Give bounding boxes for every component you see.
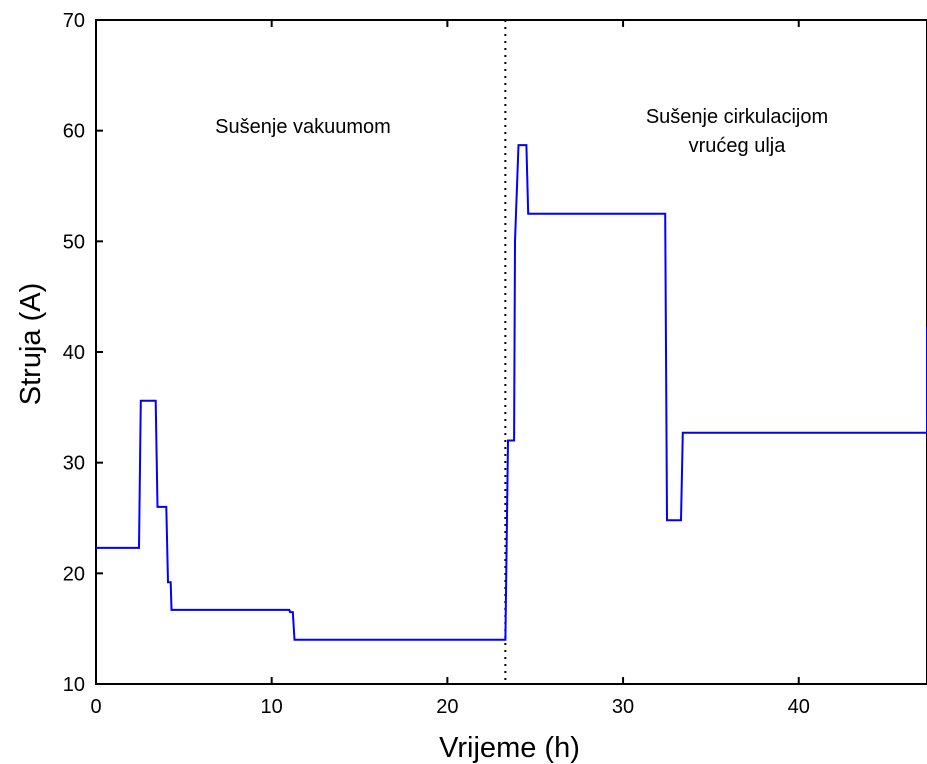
current-series-line	[96, 144, 927, 641]
x-tick-label: 30	[612, 696, 634, 718]
y-axis-title: Struja (A)	[15, 283, 47, 405]
y-tick-label: 60	[63, 121, 85, 143]
y-tick-label: 20	[63, 563, 85, 585]
axis-ticks	[95, 19, 800, 685]
annotation-line: Sušenje vakuumom	[215, 116, 391, 138]
annotation-line: Sušenje cirkulacijom	[646, 106, 828, 128]
y-tick-label: 70	[63, 10, 85, 32]
y-tick-label: 50	[63, 231, 85, 253]
annotation-vacuum-drying: Sušenje vakuumom	[215, 116, 391, 138]
annotation-hot-oil-drying: Sušenje cirkulacijom vrućeg ulja	[646, 106, 828, 157]
x-tick-label: 0	[90, 696, 101, 718]
x-tick-label: 40	[788, 696, 810, 718]
x-tick-label: 10	[261, 696, 283, 718]
annotation-line: vrućeg ulja	[689, 135, 787, 157]
y-tick-label: 10	[63, 674, 85, 696]
x-tick-label: 20	[436, 696, 458, 718]
y-tick-label: 40	[63, 342, 85, 364]
x-axis-title: Vrijeme (h)	[439, 732, 580, 764]
y-tick-label: 30	[63, 453, 85, 475]
